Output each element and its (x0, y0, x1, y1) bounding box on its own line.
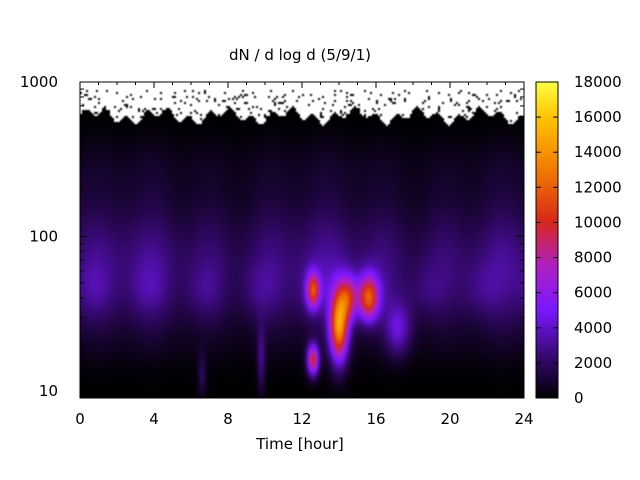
colorbar-tick-label: 6000 (574, 284, 612, 302)
colorbar-tick-label: 18000 (574, 73, 622, 91)
chart-title: dN / d log d (5/9/1) (229, 46, 371, 64)
x-axis-ticks: 0 4 8 12 16 20 24 (75, 82, 534, 428)
heatmap-image (80, 82, 524, 398)
x-tick-label: 8 (223, 410, 233, 428)
x-tick-label: 20 (440, 410, 459, 428)
y-tick-label: 1000 (20, 73, 58, 91)
x-axis-label: Time [hour] (255, 435, 344, 453)
colorbar-tick-label: 0 (574, 389, 584, 407)
colorbar-tick-label: 12000 (574, 178, 622, 196)
x-tick-label: 0 (75, 410, 85, 428)
x-tick-label: 4 (149, 410, 159, 428)
colorbar-tick-label: 2000 (574, 354, 612, 372)
x-tick-label: 24 (514, 410, 533, 428)
colorbar-tick-label: 14000 (574, 143, 622, 161)
y-axis-ticks: 10 100 1000 (20, 73, 524, 400)
x-tick-label: 16 (366, 410, 385, 428)
colorbar-ticks: 0 2000 4000 6000 8000 10000 12000 14000 16000 180… (536, 73, 622, 407)
colorbar-tick-label: 8000 (574, 249, 612, 267)
colorbar-tick-label: 4000 (574, 319, 612, 337)
y-tick-label: 10 (39, 382, 58, 400)
colorbar-tick-label: 16000 (574, 108, 622, 126)
colorbar-tick-label: 10000 (574, 213, 622, 231)
colorbar (535, 81, 559, 399)
x-tick-label: 12 (292, 410, 311, 428)
y-tick-label: 100 (29, 227, 58, 245)
